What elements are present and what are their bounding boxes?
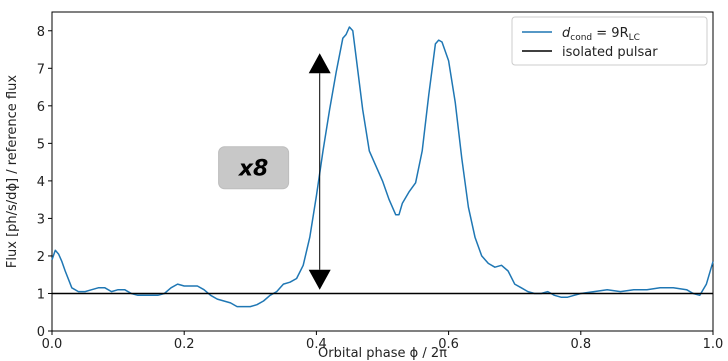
- x-tick-label: 1.0: [703, 337, 724, 352]
- x-tick-label: 0.4: [306, 337, 327, 352]
- y-axis-label: Flux [ph/s/dϕ] / reference flux: [5, 75, 20, 268]
- y-tick-label: 6: [37, 100, 45, 115]
- y-tick-label: 1: [37, 287, 45, 302]
- y-tick-label: 5: [37, 137, 45, 152]
- series-line-0: [51, 26, 714, 308]
- factor-badge: [218, 146, 290, 190]
- x-axis-label: Orbital phase ϕ / 2π: [318, 346, 447, 361]
- x-tick-label: 0.8: [570, 337, 591, 352]
- plot-data: [51, 26, 714, 308]
- legend: dcond = 9RLC isolated pulsar: [511, 16, 708, 66]
- arrow-head-up: [308, 53, 331, 74]
- x-tick-label: 0.6: [438, 337, 459, 352]
- annotations: x8: [218, 53, 331, 290]
- arrow-head-down: [308, 269, 331, 290]
- y-tick-label: 0: [37, 325, 45, 340]
- x-tick-label: 0.0: [42, 337, 63, 352]
- axes: 0.0 0.2 0.4 0.6 0.8 1.0 0 1 2 3 4 5 6 7 8: [37, 11, 724, 352]
- legend-label-1: isolated pulsar: [562, 45, 658, 60]
- y-tick-label: 3: [37, 212, 45, 227]
- factor-badge-label: x8: [238, 157, 269, 182]
- y-tick-label: 8: [37, 25, 45, 40]
- x-tick-label: 0.2: [174, 337, 195, 352]
- y-tick-label: 2: [37, 250, 45, 265]
- y-tick-label: 4: [37, 175, 45, 190]
- plot-frame: [51, 11, 714, 332]
- legend-box: [511, 16, 708, 66]
- y-tick-label: 7: [37, 62, 45, 77]
- legend-label-0: dcond = 9RLC: [562, 26, 640, 43]
